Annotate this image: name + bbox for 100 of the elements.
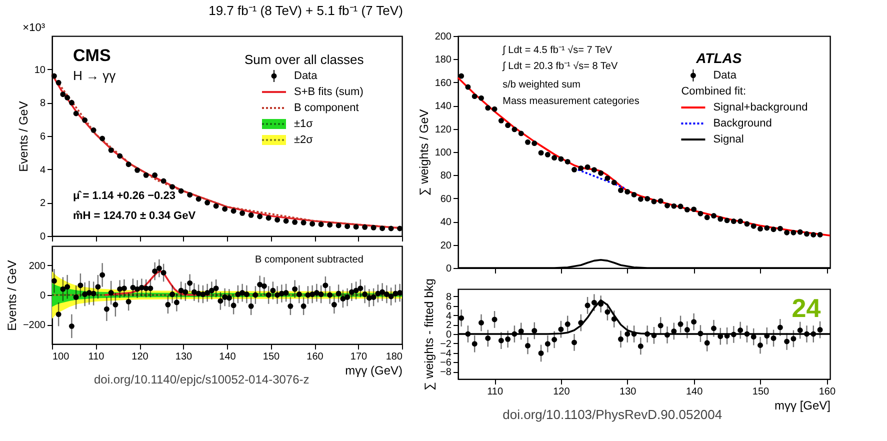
point	[777, 324, 783, 330]
point	[750, 223, 756, 229]
point	[624, 189, 630, 195]
point	[518, 328, 524, 334]
y-tick-label: 60	[440, 194, 452, 205]
annotation: s/b weighted sum	[502, 80, 580, 91]
point	[724, 333, 730, 339]
annotation: 24	[792, 292, 822, 323]
annotation: Mass measurement categories	[502, 96, 640, 107]
point	[248, 212, 254, 218]
point	[344, 224, 350, 230]
point	[691, 319, 697, 325]
point	[591, 167, 597, 173]
legend-label: B component	[294, 102, 359, 114]
point	[684, 327, 690, 333]
point	[230, 208, 236, 214]
point	[691, 206, 697, 212]
point	[51, 73, 57, 79]
y-tick-label: 2	[446, 320, 452, 332]
legend-label: Signal+background	[713, 101, 808, 114]
point	[604, 309, 610, 315]
point	[758, 226, 763, 232]
y-tick-label: 200	[434, 32, 452, 42]
point	[797, 229, 803, 235]
point	[558, 156, 564, 162]
point	[591, 300, 597, 306]
annotation: H → γγ	[73, 68, 116, 83]
point	[658, 322, 664, 328]
point	[100, 136, 106, 142]
annotation: CMS	[73, 46, 111, 65]
point	[465, 84, 471, 90]
point	[638, 343, 644, 349]
point	[604, 175, 610, 181]
point	[804, 331, 810, 337]
y-tick-label: 6	[446, 301, 452, 312]
point	[90, 127, 96, 133]
annotation: m̂H = 124.70 ± 0.34 GeV	[73, 210, 196, 222]
y-axis-title: Events / GeV	[4, 260, 19, 331]
y-tick-label: 0	[40, 290, 46, 302]
point	[584, 302, 590, 308]
x-tick-label: 180	[386, 352, 403, 362]
point	[804, 231, 810, 237]
y-tick-label: 8	[446, 292, 452, 303]
x-tick-label: 130	[620, 386, 637, 398]
x-tick-label: 140	[686, 386, 704, 398]
point	[618, 188, 624, 194]
point	[538, 150, 544, 156]
point	[764, 333, 770, 339]
point	[584, 164, 590, 170]
point	[624, 331, 630, 337]
point	[611, 180, 617, 186]
point	[611, 316, 617, 322]
point	[492, 106, 498, 112]
point	[618, 336, 624, 342]
point	[310, 221, 316, 227]
point	[472, 94, 478, 100]
point	[730, 218, 736, 224]
point	[790, 230, 796, 236]
point	[711, 213, 716, 219]
y-tick-label: 4	[446, 310, 452, 322]
y-tick-label: 6	[40, 132, 46, 142]
point	[134, 167, 140, 173]
point	[283, 218, 289, 224]
point	[544, 152, 550, 158]
point	[143, 172, 149, 178]
y-tick-label: 2	[40, 198, 46, 210]
x-tick-label: 140	[219, 352, 236, 362]
y-tick-label: −2	[440, 338, 452, 350]
point	[764, 225, 770, 231]
x-tick-label: 150	[262, 352, 280, 362]
point	[222, 206, 228, 212]
point	[777, 226, 783, 232]
point	[578, 320, 584, 326]
point	[644, 196, 650, 202]
y-tick-label: −200	[22, 320, 46, 332]
point	[370, 224, 376, 230]
point	[744, 331, 750, 337]
point	[744, 221, 750, 227]
annotation: ∫ Ldt = 20.3 fb⁻¹ √s= 8 TeV	[502, 61, 618, 72]
point	[651, 198, 657, 204]
point	[397, 226, 403, 232]
x-tick-label: 110	[88, 352, 105, 362]
x-tick-label: 150	[752, 386, 770, 398]
point	[678, 321, 684, 327]
point	[552, 336, 558, 342]
y-tick-label: −6	[440, 358, 452, 369]
point	[572, 340, 577, 346]
point	[478, 320, 484, 326]
point	[472, 341, 478, 347]
y-axis-title: ∑ weights - fitted bkg	[422, 278, 436, 390]
annotation: ATLAS	[695, 50, 742, 66]
point	[505, 336, 511, 342]
point	[512, 331, 518, 337]
point	[532, 140, 538, 146]
point	[388, 226, 394, 232]
point	[678, 204, 684, 210]
annotation: μ̂ = 1.14 +0.26 −0.23	[73, 190, 176, 202]
legend-label: ±2σ	[294, 134, 314, 146]
point	[784, 338, 790, 344]
y-tick-label: 8	[40, 98, 46, 110]
